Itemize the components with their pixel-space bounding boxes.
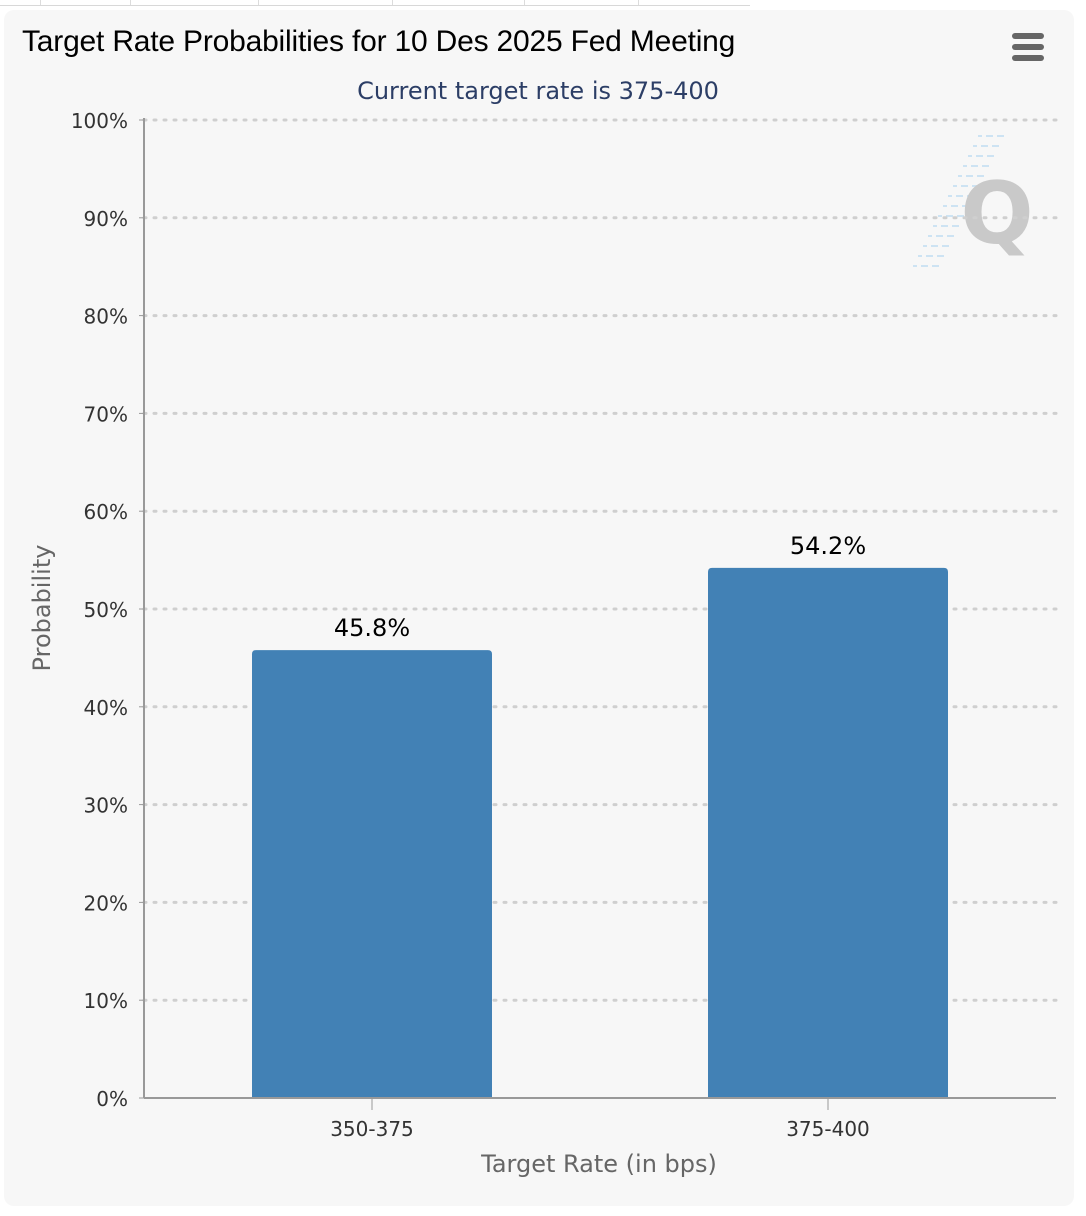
top-strip (0, 0, 750, 6)
y-tick-label: 90% (84, 207, 128, 231)
x-tick-label: 350-375 (330, 1117, 414, 1141)
y-tick-label: 10% (84, 989, 128, 1013)
data-label: 54.2% (790, 532, 866, 560)
bars (252, 567, 948, 1098)
y-axis-ticks: 0% 10% 20% 30% 40% 50% 60% 70% 80% 90% 100% (71, 109, 144, 1111)
data-labels: 45.8% 54.2% (334, 532, 866, 642)
axes (143, 118, 1056, 1099)
y-tick-label: 60% (84, 500, 128, 524)
y-axis-title: Probability (28, 545, 56, 672)
bar-375-400[interactable] (708, 567, 948, 1098)
data-label: 45.8% (334, 614, 410, 642)
x-axis-ticks: 350-375 375-400 (330, 1098, 870, 1141)
y-tick-label: 30% (84, 794, 128, 818)
y-tick-label: 20% (84, 891, 128, 915)
y-tick-label: 100% (71, 109, 128, 133)
watermark-letter: Q (960, 164, 1033, 264)
chart-menu-button[interactable] (1010, 32, 1050, 66)
chart-title: Target Rate Probabilities for 10 Des 202… (22, 25, 736, 58)
y-tick-label: 50% (84, 598, 128, 622)
x-tick-label: 375-400 (786, 1117, 870, 1141)
chart-subtitle: Current target rate is 375-400 (357, 77, 719, 105)
y-tick-label: 80% (84, 305, 128, 329)
y-tick-label: 0% (96, 1087, 128, 1111)
watermark-logo: Q (913, 135, 1034, 267)
y-tick-label: 40% (84, 696, 128, 720)
x-axis-title: Target Rate (in bps) (480, 1150, 717, 1178)
bar-350-375[interactable] (252, 650, 492, 1098)
y-tick-label: 70% (84, 402, 128, 426)
